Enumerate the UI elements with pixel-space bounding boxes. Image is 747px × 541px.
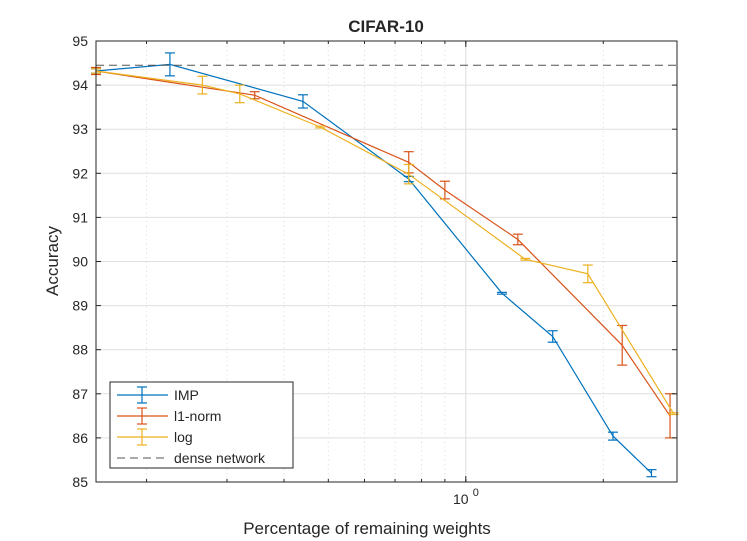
chart-title: CIFAR-10 bbox=[348, 17, 424, 36]
series-log-errorbar bbox=[197, 75, 208, 95]
x-tick-label-exponent: 0 bbox=[473, 487, 479, 499]
legend-box bbox=[109, 381, 294, 469]
series-log-line bbox=[95, 70, 675, 414]
legend-entry-l1-norm: l1-norm bbox=[117, 407, 221, 425]
y-axis-title: Accuracy bbox=[43, 226, 62, 296]
y-tick-label: 92 bbox=[72, 165, 88, 181]
y-tick-label: 91 bbox=[72, 209, 88, 225]
series-l1-norm-errorbar bbox=[512, 233, 523, 246]
series-log-errorbar bbox=[403, 163, 414, 185]
grid bbox=[96, 41, 677, 482]
y-tick-label: 87 bbox=[72, 386, 88, 402]
series-imp-line bbox=[95, 63, 652, 474]
series-log-errorbar bbox=[582, 264, 593, 284]
legend-label-dense-network: dense network bbox=[174, 450, 266, 466]
x-tick-label-base: 10 bbox=[453, 491, 469, 507]
y-tick-label: 95 bbox=[72, 33, 88, 49]
legend-entry-log: log bbox=[117, 428, 193, 446]
legend: IMP l1-norm log dense network bbox=[109, 381, 294, 469]
series-imp-errorbar bbox=[297, 94, 308, 109]
series-log-errorbar bbox=[520, 257, 531, 261]
y-tick-label: 93 bbox=[72, 121, 88, 137]
series-imp-errorbar bbox=[646, 469, 657, 478]
legend-entry-dense-network: dense network bbox=[117, 450, 266, 466]
y-tick-label: 86 bbox=[72, 430, 88, 446]
series-imp-errorbar bbox=[496, 291, 507, 295]
y-tick-label: 89 bbox=[72, 298, 88, 314]
series-imp-errorbar bbox=[607, 431, 618, 441]
series-log-errorbar bbox=[234, 84, 245, 104]
series-layer bbox=[91, 52, 679, 478]
y-tick-label: 90 bbox=[72, 254, 88, 270]
legend-entry-imp: IMP bbox=[117, 386, 199, 404]
legend-label-imp: IMP bbox=[174, 387, 199, 403]
series-imp-errorbar bbox=[547, 330, 558, 343]
ticks: 85 86 87 88 89 90 91 92 93 94 95 10 0 bbox=[72, 33, 677, 507]
series-imp-errorbar bbox=[164, 52, 175, 77]
legend-label-log: log bbox=[174, 429, 193, 445]
y-tick-label: 94 bbox=[72, 77, 88, 93]
series-log-errorbar bbox=[315, 125, 326, 129]
y-tick-label: 88 bbox=[72, 342, 88, 358]
y-tick-label: 85 bbox=[72, 474, 88, 490]
legend-label-l1-norm: l1-norm bbox=[174, 408, 221, 424]
x-axis-title: Percentage of remaining weights bbox=[243, 519, 491, 538]
